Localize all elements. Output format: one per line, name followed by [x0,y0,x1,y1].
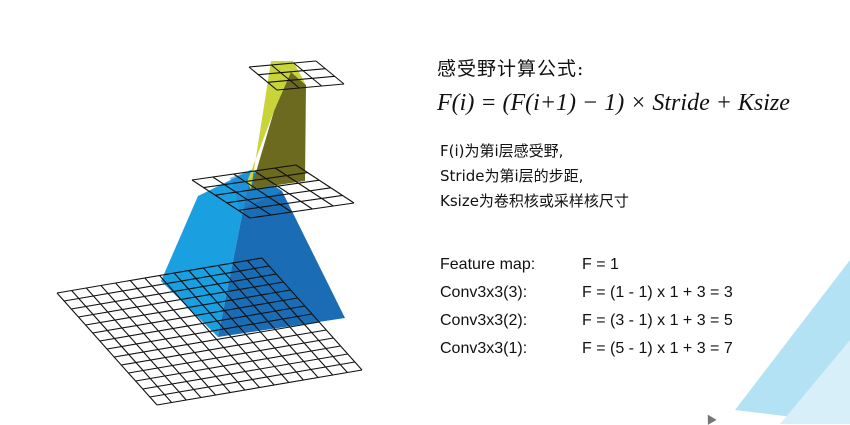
calc-row-conv3: Conv3x3(3): F = (1 - 1) x 1 + 3 = 3 [440,284,733,302]
grid-line [270,64,300,89]
grid-line [121,329,327,366]
blue-frustum-right-face [218,170,345,337]
grid-line [276,83,345,91]
calc-label: Conv3x3(3): [440,284,528,301]
grid-line [258,68,326,76]
grid-line [226,187,331,204]
description-line-ksize: Ksize为卷积核或采样核尺寸 [440,192,629,210]
grid-line [249,202,355,219]
grid-line [254,170,313,210]
calc-expression: F = 1 [582,256,619,273]
grid-line [191,164,297,181]
calc-row-conv1: Conv3x3(1): F = (5 - 1) x 1 + 3 = 7 [440,340,733,358]
grid-line [274,167,334,207]
receptive-field-formula: F(i) = (F(i+1) − 1) × Stride + Ksize [437,90,790,116]
grid-line [142,353,348,390]
mouse-cursor-icon [703,412,717,425]
decorative-triangles [735,260,850,424]
blue-frustum-left-face [161,170,251,337]
grid-line [315,60,345,85]
grid-line [212,176,272,216]
grid-line [173,272,275,386]
calc-label: Conv3x3(1): [440,340,528,357]
grid-line [128,337,334,374]
grid-line [203,267,304,381]
grid-line [159,275,260,388]
grid-line [191,179,251,219]
grid-line [215,179,320,196]
description-line-stride: Stride为第i层的步距, [440,167,584,185]
grid-line [233,173,292,213]
middle-grid-5x5 [191,164,355,219]
calc-expression: F = (3 - 1) x 1 + 3 = 5 [582,312,733,329]
yellow-frustum-left-face [247,61,291,189]
decor-triangle-small [780,340,850,424]
grid-line [261,257,363,371]
grid-line [232,262,334,376]
calc-row-conv2: Conv3x3(2): F = (3 - 1) x 1 + 3 = 5 [440,312,733,330]
calc-row-feature-map: Feature map: F = 1 [440,256,619,274]
calc-expression: F = (1 - 1) x 1 + 3 = 3 [582,284,733,301]
grid-line [246,260,348,373]
grid-line [295,164,355,204]
description-line-fi: F(i)为第i层感受野, [440,142,564,160]
grid-line [238,194,343,211]
grid-line [149,361,355,398]
bottom-grid-7x7 [56,257,363,406]
grid-line [293,62,323,87]
grid-line [248,66,278,91]
grid-line [188,270,290,383]
calc-expression: F = (5 - 1) x 1 + 3 = 7 [582,340,733,357]
grid-line [217,265,319,378]
formula-title: 感受野计算公式: [437,58,585,80]
yellow-frustum-right-face [251,72,306,189]
grid-line [248,60,317,68]
grid-line [267,75,335,83]
yellow-frustum-top [271,61,306,85]
calc-label: Feature map: [440,256,536,273]
calc-label: Conv3x3(2): [440,312,528,329]
grid-line [114,321,320,358]
top-grid-3x3 [248,60,345,91]
grid-line [203,172,308,189]
grid-line [156,369,363,406]
grid-line [135,345,341,382]
receptive-field-diagram [56,60,363,406]
